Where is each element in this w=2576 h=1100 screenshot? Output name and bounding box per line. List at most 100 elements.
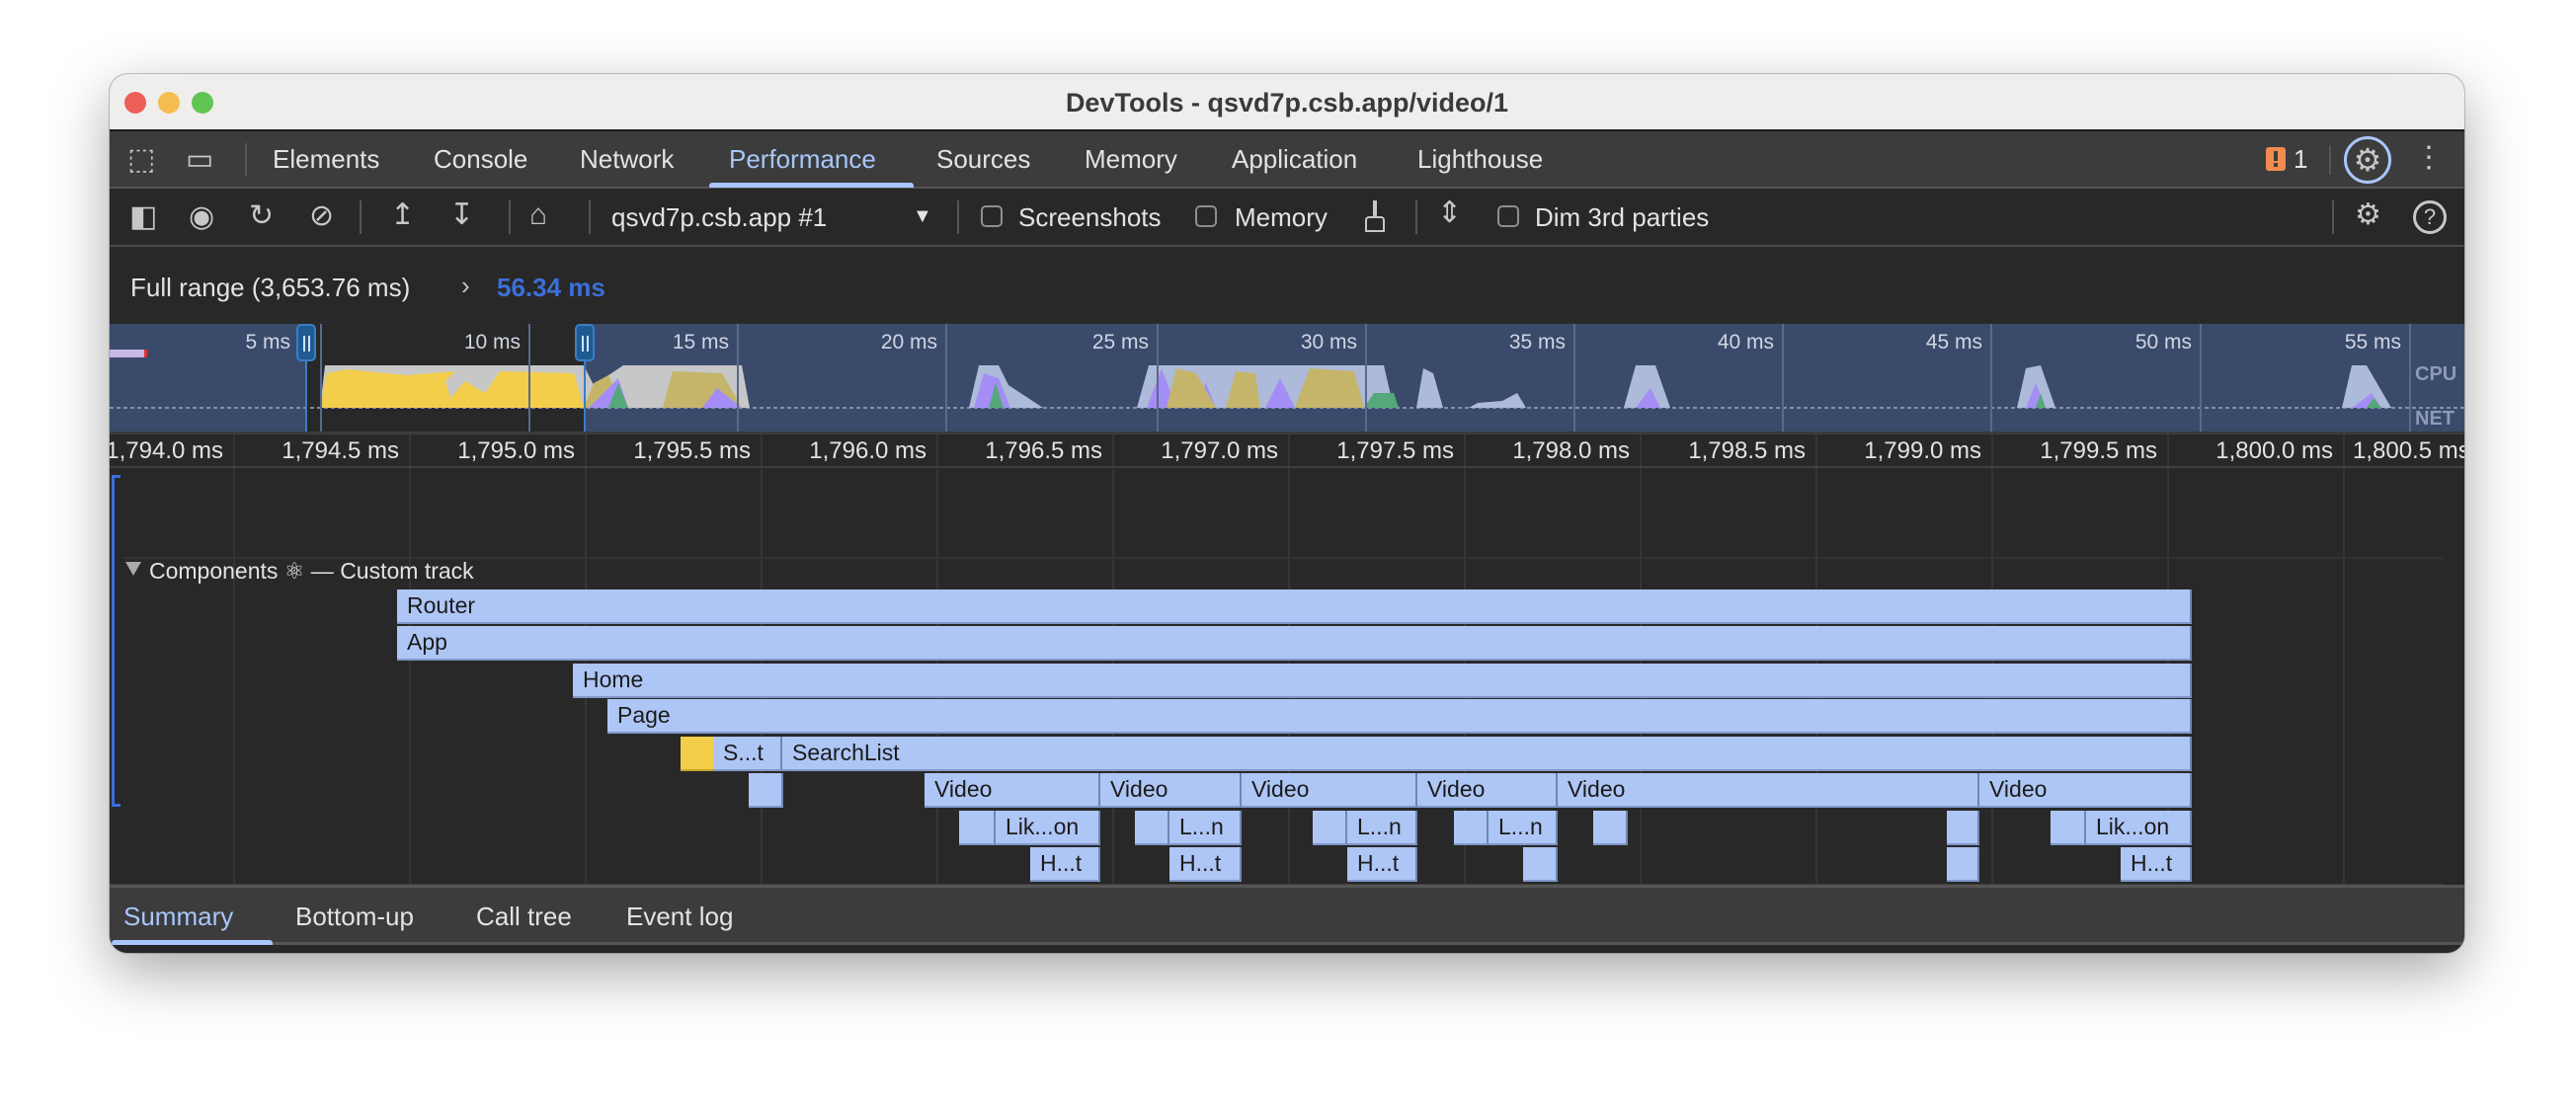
flame-entry-video[interactable]: Video [1979, 773, 2192, 808]
memory-label: Memory [1235, 202, 1328, 232]
ruler-label: 1,798.5 ms [1688, 437, 1806, 464]
ruler-gridline [761, 434, 763, 466]
screenshots-checkbox[interactable] [981, 205, 1003, 227]
timeline-overview[interactable]: 5 ms 10 ms 15 ms 20 ms 25 ms 30 ms 35 ms… [110, 324, 2464, 432]
issue-warning-icon[interactable] [2266, 147, 2286, 171]
ruler-gridline [1991, 434, 1993, 466]
flame-entry[interactable] [1947, 847, 1979, 882]
flame-entry[interactable] [749, 773, 783, 808]
flame-entry-home[interactable]: Home [573, 664, 2192, 698]
panel-tab-bar: ⬚ ▭ Elements Console Network Performance… [110, 131, 2464, 189]
breadcrumb-current-range[interactable]: 56.34 ms [497, 273, 605, 302]
ruler-label: 1,797.5 ms [1336, 437, 1454, 464]
flame-entry-ln[interactable]: L...n [1489, 811, 1558, 845]
time-ruler: 1,794.0 ms 1,794.5 ms 1,795.0 ms 1,795.5 ms… [110, 432, 2464, 468]
flame-entry-video[interactable]: Video [1417, 773, 1558, 808]
flame-entry[interactable] [2051, 811, 2086, 845]
dim-3rd-parties-checkbox[interactable] [1497, 205, 1519, 227]
more-options-icon[interactable]: ⋮ [2414, 141, 2444, 174]
range-end-handle[interactable] [575, 324, 595, 361]
tab-event-log[interactable]: Event log [626, 902, 734, 931]
ruler-gridline [585, 434, 587, 466]
inspect-element-icon[interactable]: ⬚ [127, 143, 156, 176]
active-details-tab-indicator [112, 940, 273, 945]
tab-console[interactable]: Console [434, 144, 528, 174]
capture-settings-gear-icon[interactable]: ⚙ [2355, 198, 2381, 231]
details-tab-bar: Summary Bottom-up Call tree Event log [110, 885, 2464, 945]
home-icon[interactable]: ⌂ [529, 198, 548, 231]
settings-gear-icon[interactable]: ⚙ [2344, 136, 2391, 184]
record-icon[interactable]: ◉ [189, 200, 215, 233]
track-title[interactable]: Components ⚛ — Custom track [149, 558, 474, 584]
ruler-gridline [2167, 434, 2169, 466]
flame-entry-st[interactable]: S...t [713, 737, 782, 771]
tab-performance[interactable]: Performance [729, 144, 876, 174]
flame-entry[interactable] [959, 811, 996, 845]
flame-entry-video[interactable]: Video [925, 773, 1100, 808]
flame-entry-scripting[interactable] [681, 737, 715, 771]
flame-entry-router[interactable]: Router [397, 589, 2192, 624]
ruler-label: 1,799.5 ms [2040, 437, 2157, 464]
overview-tick: 45 ms [1925, 331, 1982, 354]
flame-entry[interactable] [1454, 811, 1489, 845]
target-select[interactable]: qsvd7p.csb.app #1 [611, 202, 828, 232]
flame-entry-ht[interactable]: H...t [1030, 847, 1100, 882]
expand-triangle-icon[interactable] [125, 562, 141, 576]
flame-entry-video[interactable]: Video [1100, 773, 1242, 808]
tab-memory[interactable]: Memory [1085, 144, 1177, 174]
reload-record-icon[interactable]: ↻ [249, 199, 275, 232]
chevron-down-icon[interactable]: ▼ [913, 205, 932, 227]
flame-entry-video[interactable]: Video [1558, 773, 1979, 808]
flame-entry-video[interactable]: Video [1242, 773, 1417, 808]
ruler-label: 1,795.0 ms [457, 437, 575, 464]
overview-tick: 10 ms [463, 331, 521, 354]
memory-checkbox[interactable] [1195, 205, 1217, 227]
issues-count[interactable]: 1 [2294, 144, 2308, 174]
flame-entry-ln[interactable]: L...n [1169, 811, 1242, 845]
tab-sources[interactable]: Sources [936, 144, 1031, 174]
tab-application[interactable]: Application [1232, 144, 1358, 174]
flame-entry[interactable] [1523, 847, 1558, 882]
ruler-label: 1,798.0 ms [1512, 437, 1630, 464]
overview-tick: 15 ms [672, 331, 729, 354]
flame-entry-ht[interactable]: H...t [1169, 847, 1242, 882]
tab-network[interactable]: Network [580, 144, 675, 174]
flame-entry[interactable] [1135, 811, 1169, 845]
flame-entry-likon[interactable]: Lik...on [996, 811, 1100, 845]
clear-icon[interactable]: ⊘ [309, 199, 335, 232]
ruler-label: 1,799.0 ms [1864, 437, 1981, 464]
flame-entry-app[interactable]: App [397, 626, 2192, 661]
screenshots-label: Screenshots [1018, 202, 1162, 232]
flame-entry-ht[interactable]: H...t [1347, 847, 1417, 882]
load-profile-icon[interactable]: ↥ [390, 198, 416, 231]
close-button[interactable] [124, 92, 146, 114]
flame-entry-page[interactable]: Page [607, 699, 2192, 734]
dim-3rd-parties-label: Dim 3rd parties [1535, 202, 1710, 232]
tab-lighthouse[interactable]: Lighthouse [1417, 144, 1544, 174]
maximize-button[interactable] [192, 92, 213, 114]
cpu-system-area [608, 383, 628, 408]
ruler-gridline [1288, 434, 1290, 466]
tab-call-tree[interactable]: Call tree [476, 902, 572, 931]
help-icon[interactable]: ? [2413, 200, 2447, 234]
ruler-gridline [1815, 434, 1817, 466]
flame-entry[interactable] [1947, 811, 1979, 845]
active-tab-indicator [709, 183, 914, 188]
garbage-collect-broom-icon[interactable] [1362, 200, 1388, 234]
tab-summary[interactable]: Summary [123, 902, 234, 931]
toggle-sidebar-icon[interactable]: ◧ [129, 200, 158, 233]
flame-entry-likon[interactable]: Lik...on [2086, 811, 2192, 845]
tab-elements[interactable]: Elements [273, 144, 380, 174]
save-profile-icon[interactable]: ↧ [449, 198, 475, 231]
flame-entry[interactable] [1593, 811, 1628, 845]
flame-entry-ht[interactable]: H...t [2121, 847, 2192, 882]
flame-entry[interactable] [1313, 811, 1347, 845]
flame-entry-ln[interactable]: L...n [1347, 811, 1417, 845]
device-toolbar-icon[interactable]: ▭ [186, 143, 214, 176]
collapse-tracks-icon[interactable]: ⇕ [1437, 196, 1463, 229]
flame-entry-searchlist[interactable]: SearchList [782, 737, 2192, 771]
tab-bottom-up[interactable]: Bottom-up [295, 902, 414, 931]
minimize-button[interactable] [158, 92, 180, 114]
breadcrumb-full-range[interactable]: Full range (3,653.76 ms) [130, 273, 411, 302]
range-start-handle[interactable] [296, 324, 316, 361]
